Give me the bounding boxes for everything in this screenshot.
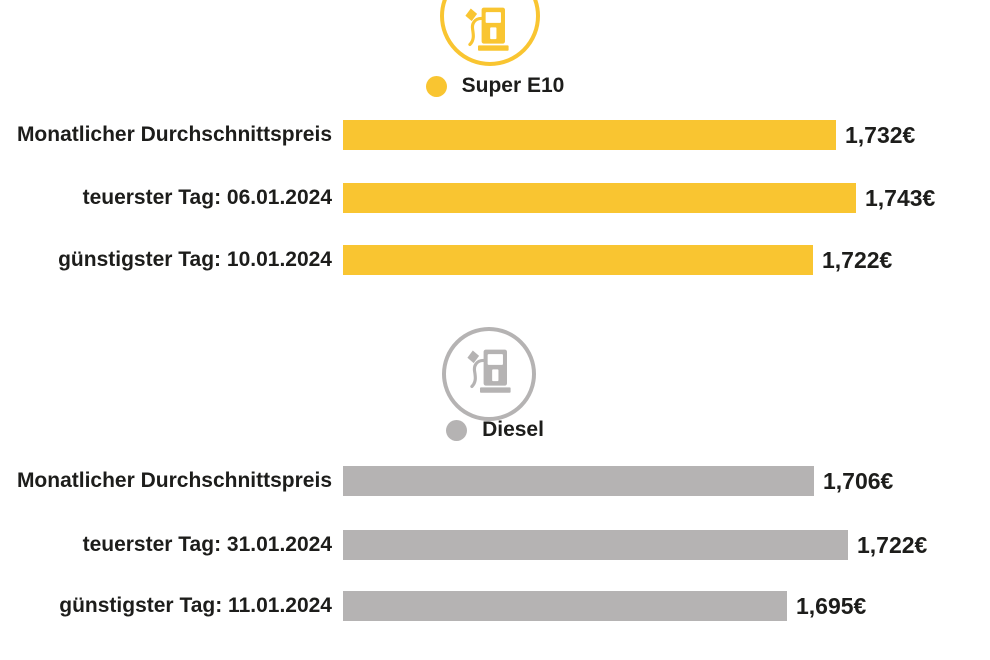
bar-label: teuerster Tag: 06.01.2024 (82, 186, 332, 209)
fuel-pump-glyph (465, 7, 509, 51)
bar-row-diesel-average: Monatlicher Durchschnittspreis 1,706€ (17, 466, 894, 496)
bar-value: 1,743€ (865, 184, 936, 211)
bar-value: 1,722€ (857, 531, 928, 558)
bar-value: 1,732€ (845, 121, 916, 148)
fuel-pump-icon (442, 327, 536, 421)
bar-label: günstigster Tag: 11.01.2024 (59, 594, 332, 617)
fuel-pump-icon (440, 0, 540, 66)
bar-e10-average (343, 120, 836, 150)
bar-e10-max (343, 183, 856, 213)
bar-diesel-max (343, 530, 848, 560)
legend-dot-e10 (425, 75, 447, 97)
bar-row-e10-max: teuerster Tag: 06.01.2024 1,743€ (83, 183, 936, 213)
bar-e10-min (343, 245, 813, 275)
bar-row-e10-average: Monatlicher Durchschnittspreis 1,732€ (17, 120, 916, 150)
bar-label: teuerster Tag: 31.01.2024 (82, 533, 332, 556)
bar-value: 1,706€ (823, 467, 894, 494)
bar-label: günstigster Tag: 10.01.2024 (58, 248, 332, 271)
bar-row-diesel-max: teuerster Tag: 31.01.2024 1,722€ (83, 530, 928, 560)
bar-label: Monatlicher Durchschnittspreis (16, 469, 332, 492)
legend-label-diesel: Diesel (482, 418, 544, 441)
legend-super-e10: Super E10 (0, 74, 990, 98)
fuel-pump-glyph (467, 349, 511, 393)
bar-row-e10-min: günstigster Tag: 10.01.2024 1,722€ (58, 245, 893, 275)
bar-diesel-average (343, 466, 814, 496)
legend-label-e10: Super E10 (461, 74, 565, 97)
legend-dot-diesel (446, 419, 468, 441)
bar-value: 1,722€ (822, 246, 893, 273)
bar-value: 1,695€ (796, 592, 867, 619)
bar-row-diesel-min: günstigster Tag: 11.01.2024 1,695€ (59, 591, 867, 621)
bar-label: Monatlicher Durchschnittspreis (16, 123, 332, 146)
legend-diesel: Diesel (0, 418, 990, 442)
bar-diesel-min (343, 591, 787, 621)
